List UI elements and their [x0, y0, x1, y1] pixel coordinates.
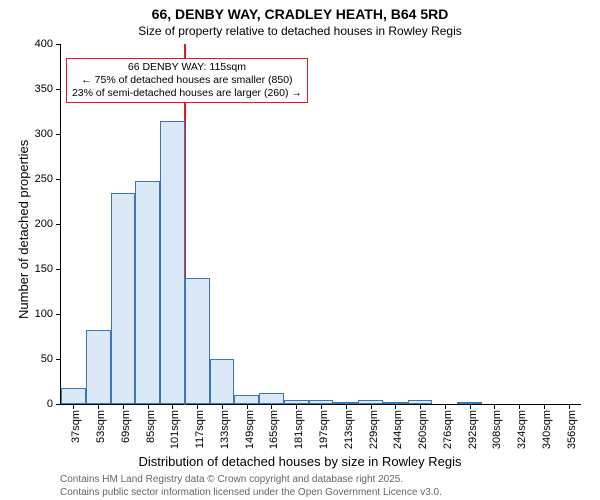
xtick-line	[296, 404, 297, 409]
xtick-line	[494, 404, 495, 409]
xtick-label: 37sqm	[70, 410, 82, 443]
ytick-line	[56, 224, 61, 225]
xtick-label: 229sqm	[368, 410, 380, 449]
xtick-label: 53sqm	[95, 410, 107, 443]
histogram-bar	[185, 278, 210, 404]
histogram-bar	[135, 181, 160, 404]
histogram-bar	[86, 330, 111, 404]
xtick-line	[470, 404, 471, 409]
y-axis-label: Number of detached properties	[16, 140, 31, 319]
ytick-label: 350	[35, 83, 53, 95]
xtick-line	[346, 404, 347, 409]
histogram-bar	[234, 395, 259, 404]
footer-line2: Contains public sector information licen…	[60, 487, 442, 500]
xtick-label: 165sqm	[268, 410, 280, 449]
xtick-label: 197sqm	[318, 410, 330, 449]
xtick-label: 260sqm	[417, 410, 429, 449]
xtick-line	[247, 404, 248, 409]
footer-line1: Contains HM Land Registry data © Crown c…	[60, 474, 442, 487]
xtick-line	[519, 404, 520, 409]
ytick-line	[56, 89, 61, 90]
xtick-line	[73, 404, 74, 409]
annotation-line1: 66 DENBY WAY: 115sqm	[72, 61, 302, 74]
chart-title-line2: Size of property relative to detached ho…	[0, 24, 600, 38]
ytick-line	[56, 404, 61, 405]
footer-attribution: Contains HM Land Registry data © Crown c…	[60, 474, 442, 499]
xtick-label: 101sqm	[169, 410, 181, 449]
xtick-label: 324sqm	[516, 410, 528, 449]
xtick-label: 149sqm	[244, 410, 256, 449]
xtick-label: 213sqm	[343, 410, 355, 449]
xtick-label: 85sqm	[145, 410, 157, 443]
ytick-line	[56, 314, 61, 315]
xtick-line	[445, 404, 446, 409]
ytick-label: 400	[35, 38, 53, 50]
histogram-bar	[61, 388, 86, 404]
ytick-label: 200	[35, 218, 53, 230]
ytick-label: 0	[47, 398, 53, 410]
ytick-label: 100	[35, 308, 53, 320]
xtick-label: 276sqm	[442, 410, 454, 449]
histogram-bar	[210, 359, 235, 404]
chart-title-line1: 66, DENBY WAY, CRADLEY HEATH, B64 5RD	[0, 6, 600, 22]
xtick-line	[321, 404, 322, 409]
annotation-box: 66 DENBY WAY: 115sqm ← 75% of detached h…	[66, 58, 308, 103]
chart-container: { "title_line1": "66, DENBY WAY, CRADLEY…	[0, 0, 600, 500]
histogram-bar	[111, 193, 136, 405]
xtick-line	[395, 404, 396, 409]
xtick-label: 292sqm	[467, 410, 479, 449]
ytick-label: 300	[35, 128, 53, 140]
xtick-label: 133sqm	[219, 410, 231, 449]
xtick-label: 181sqm	[293, 410, 305, 449]
xtick-line	[98, 404, 99, 409]
ytick-label: 250	[35, 173, 53, 185]
xtick-line	[222, 404, 223, 409]
ytick-line	[56, 44, 61, 45]
xtick-label: 244sqm	[392, 410, 404, 449]
annotation-line2: ← 75% of detached houses are smaller (85…	[72, 74, 302, 87]
x-axis-label: Distribution of detached houses by size …	[0, 454, 600, 469]
ytick-line	[56, 179, 61, 180]
histogram-bar	[160, 121, 185, 405]
xtick-label: 117sqm	[194, 410, 206, 448]
xtick-label: 340sqm	[541, 410, 553, 449]
ytick-label: 150	[35, 263, 53, 275]
ytick-label: 50	[41, 353, 53, 365]
xtick-line	[197, 404, 198, 409]
ytick-line	[56, 269, 61, 270]
xtick-line	[544, 404, 545, 409]
annotation-line3: 23% of semi-detached houses are larger (…	[72, 87, 302, 100]
ytick-line	[56, 134, 61, 135]
histogram-bar	[259, 393, 284, 404]
xtick-line	[172, 404, 173, 409]
xtick-line	[420, 404, 421, 409]
xtick-label: 308sqm	[491, 410, 503, 449]
xtick-line	[569, 404, 570, 409]
xtick-line	[123, 404, 124, 409]
xtick-line	[271, 404, 272, 409]
xtick-label: 69sqm	[120, 410, 132, 443]
xtick-label: 356sqm	[566, 410, 578, 449]
plot-area: 66 DENBY WAY: 115sqm ← 75% of detached h…	[60, 44, 581, 405]
xtick-line	[371, 404, 372, 409]
ytick-line	[56, 359, 61, 360]
xtick-line	[148, 404, 149, 409]
